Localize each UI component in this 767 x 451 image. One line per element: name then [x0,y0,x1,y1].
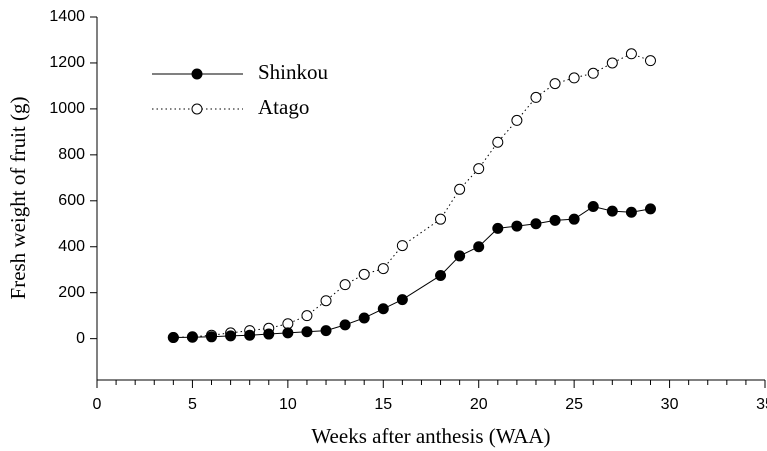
point [435,269,447,281]
point [377,263,389,275]
point [320,325,332,337]
point [606,57,618,69]
point [358,312,370,324]
point [530,218,542,230]
y-tick-label: 1200 [49,54,85,71]
point [644,203,656,215]
point [530,91,542,103]
point [320,295,332,307]
point [377,303,389,315]
x-axis-label: Weeks after anthesis (WAA) [311,424,550,448]
point [339,319,351,331]
point [301,326,313,338]
point [301,310,313,322]
point [206,331,218,343]
x-tick-label: 25 [565,396,583,413]
point [587,67,599,79]
point [358,268,370,280]
point [454,183,466,195]
y-axis-label: Fresh weight of fruit (g) [6,97,30,300]
point [587,201,599,213]
point [244,329,256,341]
point [492,222,504,234]
point [492,136,504,148]
legend-marker [191,68,203,80]
x-tick-label: 30 [661,396,679,413]
point [339,279,351,291]
point [167,331,179,343]
point [549,214,561,226]
x-tick-label: 5 [188,396,197,413]
y-tick-label: 200 [58,284,85,301]
x-tick-label: 15 [374,396,392,413]
legend-label: Atago [258,95,309,119]
point [473,163,485,175]
x-tick-label: 20 [470,396,488,413]
point [396,240,408,252]
y-tick-label: 400 [58,238,85,255]
y-tick-label: 1400 [49,8,85,25]
point [606,205,618,217]
point [549,78,561,90]
point [568,213,580,225]
point [186,331,198,343]
point [282,318,294,330]
point [263,328,275,340]
x-tick-label: 0 [93,396,102,413]
point [435,213,447,225]
point [625,206,637,218]
point [225,330,237,342]
point [396,294,408,306]
point [454,250,466,262]
point [568,72,580,84]
y-tick-label: 800 [58,146,85,163]
point [625,48,637,60]
legend-label: Shinkou [258,60,329,84]
point [511,114,523,126]
x-tick-label: 35 [756,396,767,413]
y-tick-label: 600 [58,192,85,209]
point [644,55,656,67]
point [282,327,294,339]
series-line [173,206,651,338]
point [473,241,485,253]
series-line [173,53,651,338]
y-tick-label: 1000 [49,100,85,117]
y-tick-label: 0 [76,330,85,347]
legend-marker [191,103,203,115]
x-tick-label: 10 [279,396,297,413]
point [511,220,523,232]
